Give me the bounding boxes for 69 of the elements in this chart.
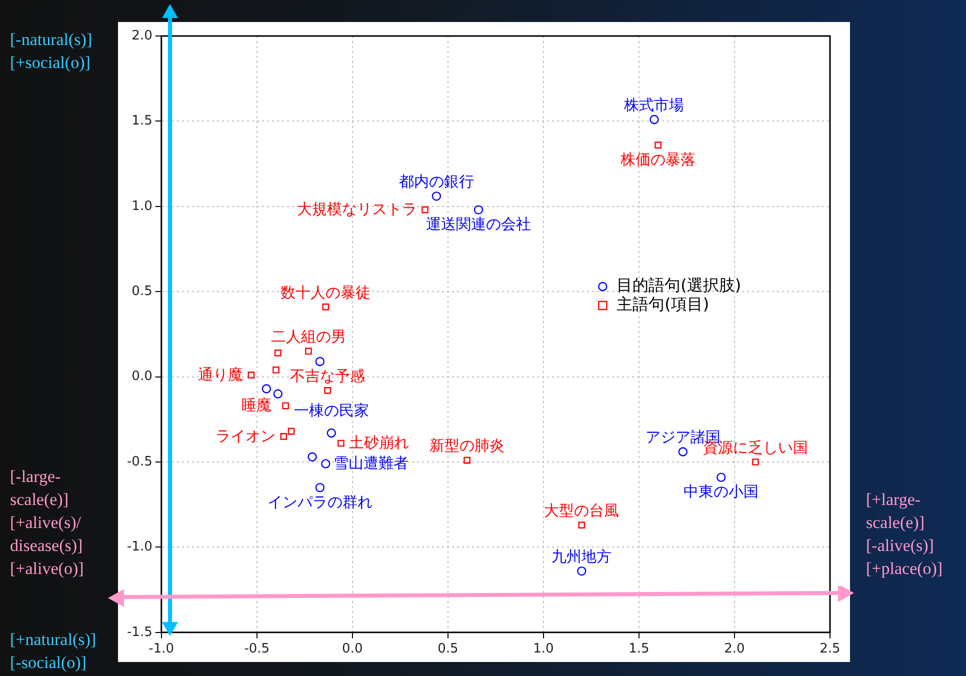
point <box>678 447 688 456</box>
x-tick-label: 2.5 <box>820 642 840 657</box>
point <box>752 458 759 466</box>
data-label: 数十人の暴徒 <box>280 283 371 302</box>
data-label: 大型の台風 <box>544 501 620 520</box>
data-label: 土砂崩れ <box>348 434 409 452</box>
point <box>262 384 272 394</box>
data-label: 株式市場 <box>623 96 684 114</box>
x-tick-label: 0.5 <box>438 642 458 657</box>
point <box>474 205 484 214</box>
data-label: 新型の肺炎 <box>430 436 505 455</box>
point <box>315 356 325 366</box>
point <box>338 440 344 447</box>
y-tick-label: -1.5 <box>126 624 152 640</box>
point <box>282 402 289 410</box>
y-tick-label: -1.0 <box>126 540 152 555</box>
point <box>288 428 295 435</box>
y-tick-label: 0.0 <box>132 369 152 384</box>
point <box>716 472 726 482</box>
text: [+natural(s)] [-social(o)] <box>10 629 96 674</box>
x-tick-label: 1.5 <box>628 642 650 657</box>
y-tick-label: -0.5 <box>126 454 152 470</box>
point <box>432 192 442 201</box>
x-tick-label: -0.5 <box>244 642 270 657</box>
point <box>577 566 586 576</box>
data-label: ライオン <box>216 426 276 445</box>
x-tick-label: 2.0 <box>724 642 745 657</box>
point <box>326 428 336 438</box>
point <box>650 114 659 124</box>
data-label: 通り魔 <box>198 365 244 384</box>
point <box>464 456 470 464</box>
point <box>654 142 662 148</box>
y-tick-label: 2.0 <box>132 28 152 44</box>
text: [-natural(s)] [+social(o)] <box>10 29 92 74</box>
x-tick-label: -1.0 <box>148 642 174 657</box>
data-label: 一棟の民家 <box>294 401 369 420</box>
y-tick-label: 1.5 <box>132 114 152 129</box>
point <box>315 482 325 492</box>
point <box>322 304 330 310</box>
point <box>280 433 288 440</box>
data-label: 株価の暴落 <box>620 150 696 168</box>
data-label: 中東の小国 <box>684 482 759 501</box>
text: [+large- scale(e)] [-alive(s)] [+place(o)] <box>866 489 943 580</box>
data-label: 睡魔 <box>242 396 272 414</box>
point <box>321 459 330 468</box>
point <box>578 522 586 528</box>
x-tick-label: 1.0 <box>533 642 554 657</box>
data-label: 不吉な予感 <box>290 366 366 385</box>
data-label: インパラの群れ <box>267 492 372 511</box>
data-label: 運送関連の会社 <box>426 215 531 234</box>
point <box>308 452 317 462</box>
legend-label: 主語句(項目) <box>616 294 710 314</box>
point <box>422 206 428 214</box>
point <box>305 348 312 355</box>
data-label: 雪山遭難者 <box>334 454 409 472</box>
y-tick-label: 0.5 <box>132 284 152 299</box>
data-label: 大規模なリストラ <box>297 200 417 218</box>
point <box>324 387 331 394</box>
point <box>274 350 282 356</box>
data-label: 都内の銀行 <box>398 172 474 191</box>
data-label: 九州地方 <box>552 547 612 566</box>
point <box>272 366 280 374</box>
data-label: 二人組の男 <box>270 328 346 346</box>
text: [-large- scale(e)] [+alive(s)/ disease(s)] [+alive(o)] <box>10 466 84 580</box>
y-tick-label: 1.0 <box>132 198 152 214</box>
x-tick-label: 0.0 <box>342 642 363 657</box>
legend-label: 目的語句(選択肢) <box>616 276 742 295</box>
point <box>248 372 255 379</box>
point <box>273 389 282 398</box>
